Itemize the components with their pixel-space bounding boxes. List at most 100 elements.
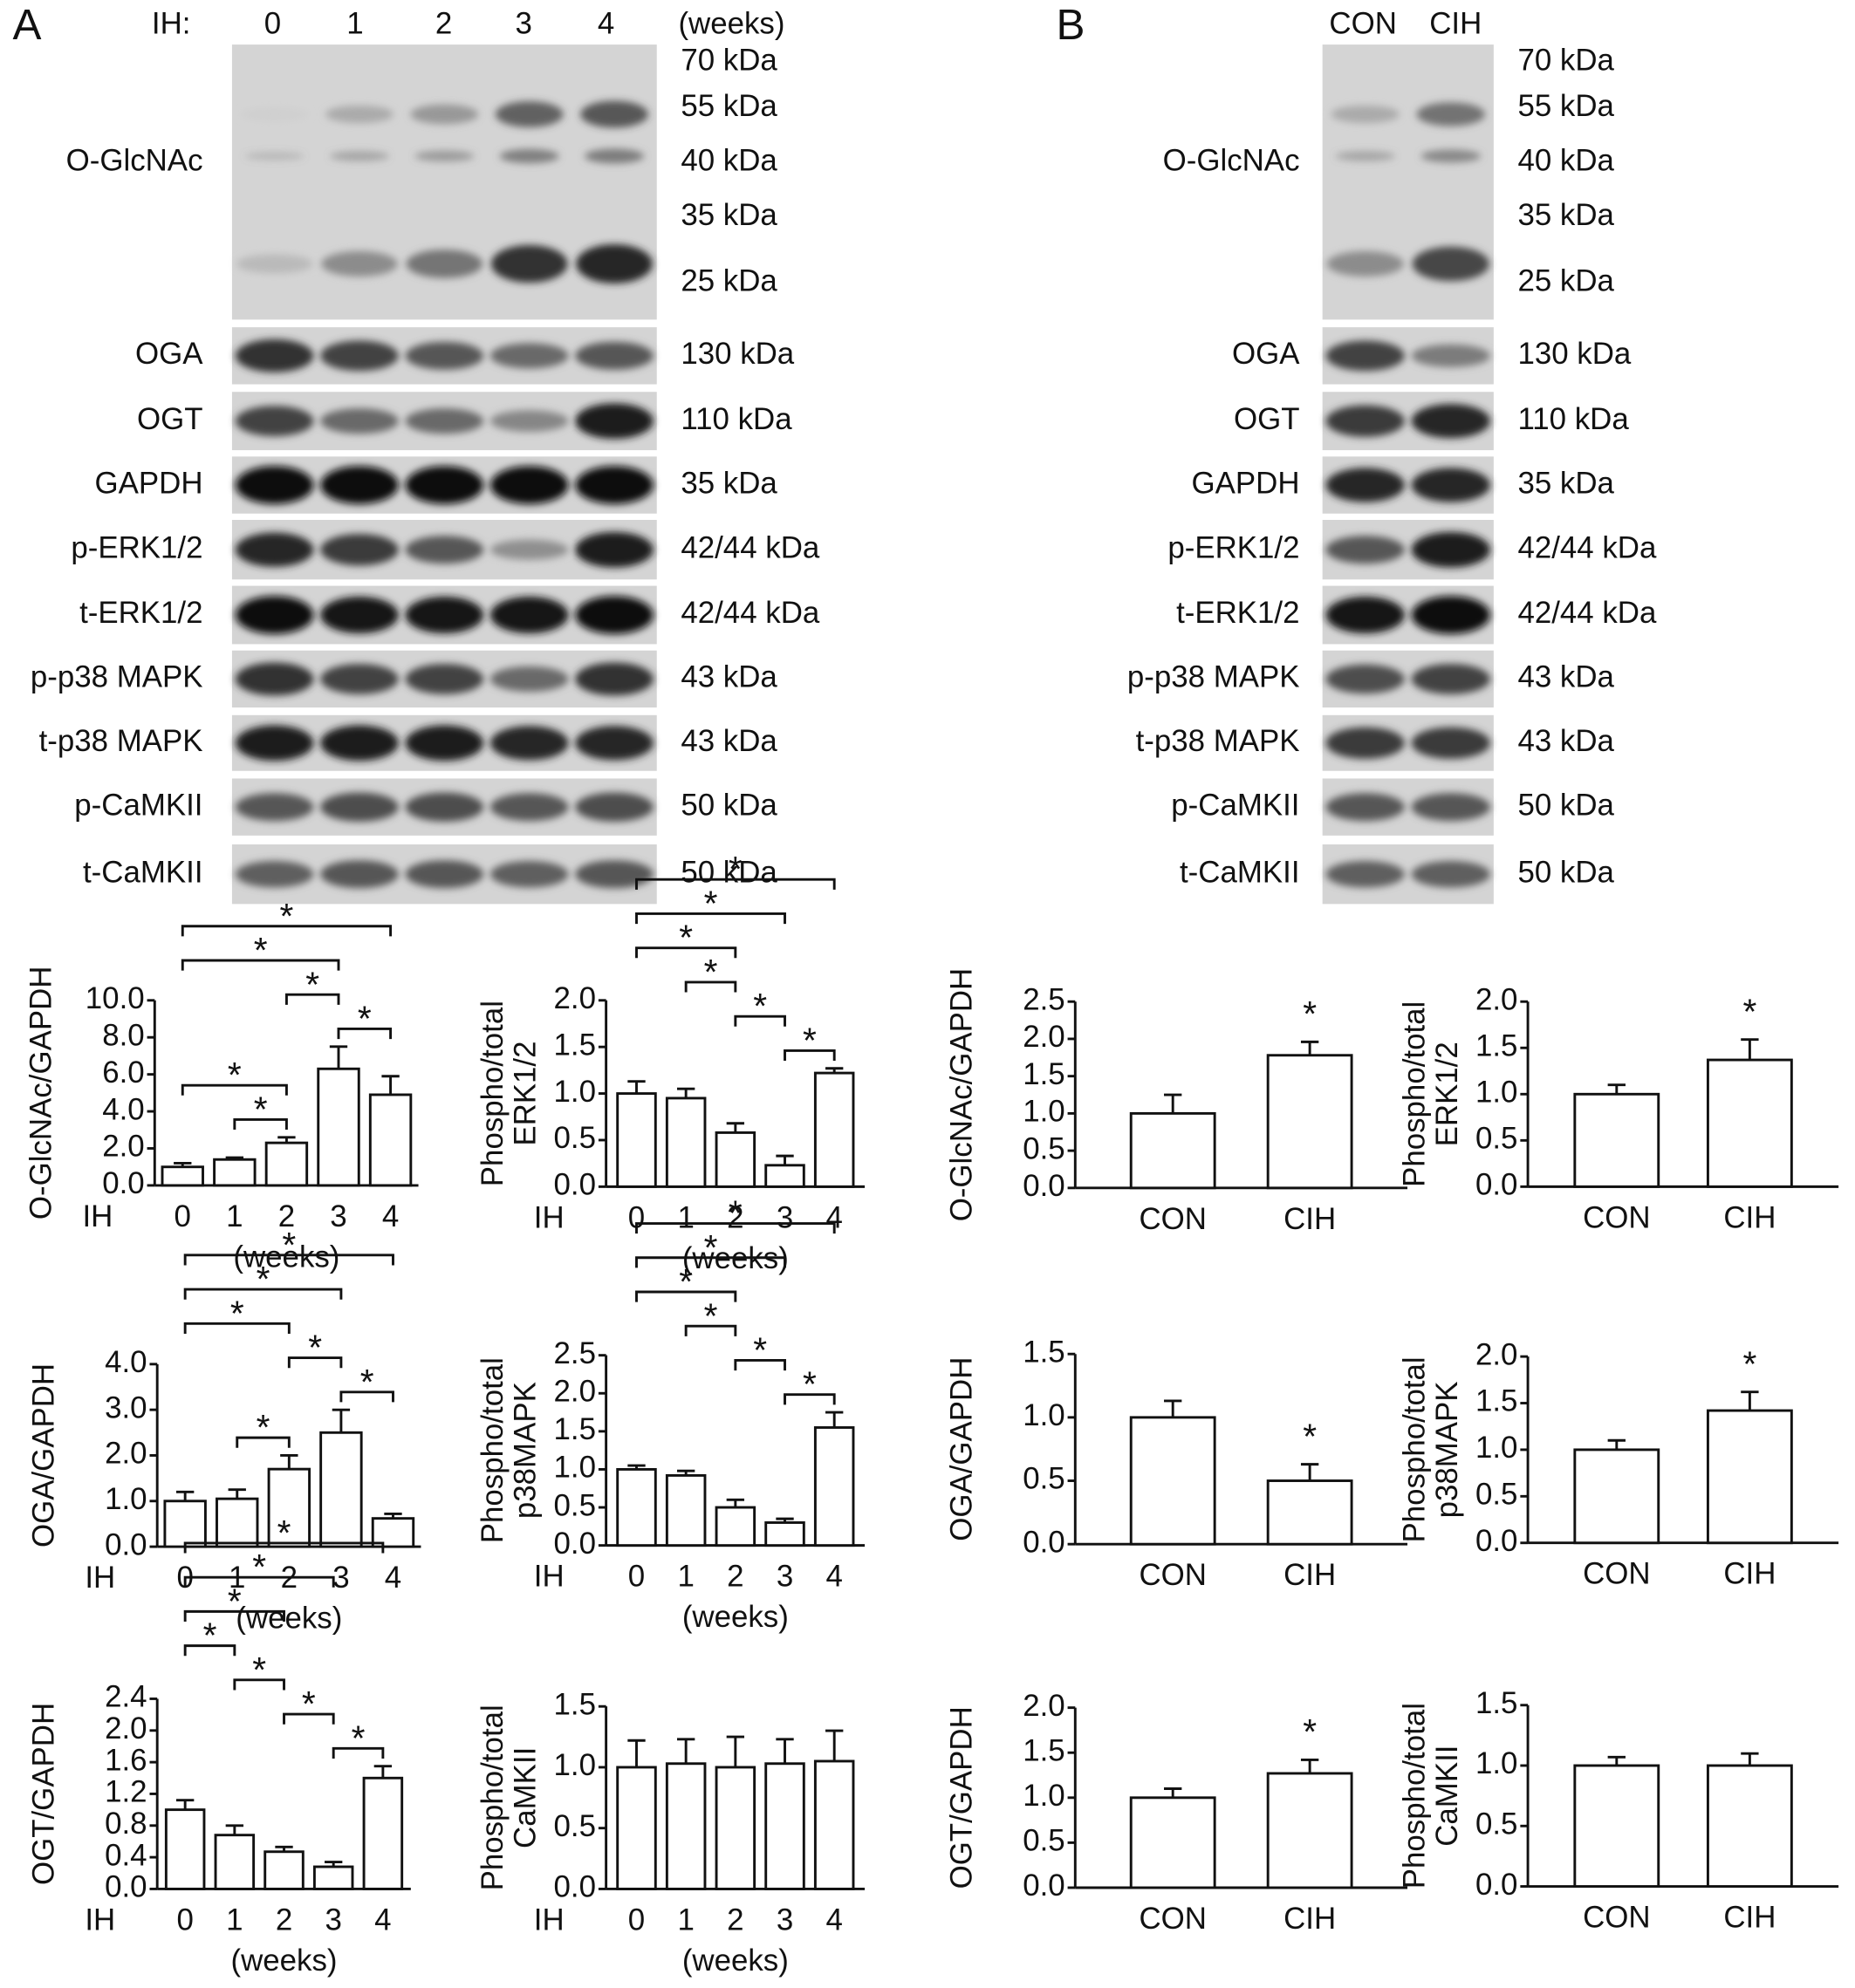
x-axis-label: (weeks) <box>682 1944 789 1978</box>
y-tick-label: 2.0 <box>105 1711 147 1745</box>
band <box>320 340 399 372</box>
error-bar <box>175 1799 195 1810</box>
band <box>1325 596 1405 634</box>
bar <box>1573 1092 1660 1188</box>
significance-star: * <box>254 1089 268 1129</box>
band <box>1411 860 1490 888</box>
kda-label: 42/44 kDa <box>1517 530 1657 564</box>
kda-label: 42/44 kDa <box>1517 596 1657 630</box>
error-bar <box>1164 1787 1182 1798</box>
band <box>405 536 484 564</box>
significance-bracket <box>183 1609 285 1623</box>
x-tick-label: 0 <box>175 1199 191 1233</box>
lane-label: CON <box>1329 6 1396 40</box>
y-tick-label: 0.0 <box>1475 1524 1517 1558</box>
marker-label: 40 kDa <box>1517 143 1614 177</box>
significance-bracket <box>684 1324 737 1336</box>
blot-bands <box>1325 468 1490 502</box>
significance-bracket <box>283 1712 335 1725</box>
lane-unit: (weeks) <box>678 6 784 40</box>
band <box>1335 151 1396 161</box>
band <box>405 596 484 634</box>
y-axis-label: OGA/GAPDH <box>27 1363 61 1547</box>
y-tick-label: 1.0 <box>554 1075 596 1109</box>
y-tick-label: 1.0 <box>1475 1431 1517 1465</box>
bar <box>264 1141 309 1187</box>
x-tick-label: CIH <box>1283 1902 1336 1936</box>
y-tick-label: 0.0 <box>102 1166 144 1200</box>
y-tick-label: 6.0 <box>102 1055 144 1090</box>
y-axis-label: O-GlcNAc/GAPDH <box>24 967 58 1220</box>
bar <box>264 1850 305 1890</box>
band <box>1411 404 1490 439</box>
x-tick-label: 3 <box>777 1560 793 1594</box>
band <box>1412 246 1489 282</box>
error-bar <box>325 1861 343 1868</box>
y-tick-label: 1.0 <box>105 1482 147 1516</box>
band <box>580 100 649 128</box>
row-label: O-GlcNAc <box>66 143 203 177</box>
y-tick-label: 0.5 <box>554 1121 596 1155</box>
y-axis-label: OGT/GAPDH <box>945 1706 979 1889</box>
y-tick-label: 0.0 <box>554 1870 596 1904</box>
bar <box>1129 1416 1216 1546</box>
row-label: p-p38 MAPK <box>1127 660 1300 694</box>
y-tick-label: 1.5 <box>1475 1028 1517 1062</box>
band <box>405 341 484 370</box>
bar <box>813 1759 855 1890</box>
bar <box>317 1067 360 1187</box>
significance-bracket <box>339 1390 394 1403</box>
x-tick-label: CON <box>1139 1558 1206 1592</box>
y-tick-label: 1.0 <box>1475 1746 1517 1780</box>
bar <box>1573 1448 1660 1545</box>
kda-label: 50 kDa <box>1517 788 1614 822</box>
error-bar <box>726 1122 745 1133</box>
y-axis-label: CaMKII <box>1430 1745 1464 1847</box>
band <box>410 104 479 125</box>
error-bar <box>676 1087 695 1098</box>
error-bar <box>1300 1040 1319 1055</box>
error-bar <box>277 1136 296 1144</box>
band <box>490 244 568 283</box>
significance-star: * <box>1742 991 1756 1031</box>
significance-bracket <box>183 1644 236 1657</box>
row-label: t-ERK1/2 <box>1176 596 1299 630</box>
kda-label: 35 kDa <box>1517 466 1614 500</box>
significance-bracket <box>287 1356 343 1369</box>
bar <box>665 1096 707 1188</box>
y-tick-label: 0.0 <box>554 1527 596 1561</box>
bar <box>813 1426 855 1547</box>
band <box>1411 663 1490 694</box>
band <box>320 596 399 634</box>
bar <box>319 1431 363 1548</box>
x-tick-label: 3 <box>325 1903 341 1937</box>
blot-bands <box>235 725 654 762</box>
band <box>321 250 398 277</box>
x-tick-label: 4 <box>825 1200 842 1234</box>
x-tick-label: 0 <box>176 1903 193 1937</box>
band <box>489 343 569 369</box>
error-bar <box>1741 1038 1759 1061</box>
y-tick-label: 1.6 <box>105 1743 147 1777</box>
bar <box>267 1467 311 1548</box>
marker-label: 35 kDa <box>681 198 777 232</box>
x-tick-label: CON <box>1583 1557 1650 1591</box>
error-bar <box>825 1067 844 1074</box>
bar <box>1129 1796 1216 1889</box>
x-tick-label: CON <box>1139 1202 1206 1236</box>
row-label: t-CaMKII <box>83 855 203 889</box>
error-bar <box>384 1512 402 1519</box>
bar <box>616 1092 657 1188</box>
blot-bands <box>1325 531 1490 568</box>
kda-label: 110 kDa <box>1517 402 1629 436</box>
error-bar <box>373 1765 393 1779</box>
y-axis-label: Phospho/total <box>1397 1356 1431 1542</box>
y-tick-label: 2.0 <box>1023 1689 1064 1723</box>
x-tick-label: 2 <box>727 1560 743 1594</box>
band <box>1416 102 1486 126</box>
band <box>575 341 654 370</box>
row-label: p-p38 MAPK <box>31 660 203 694</box>
significance-star: * <box>228 1055 242 1095</box>
error-bar <box>1607 1438 1626 1450</box>
y-tick-label: 2.0 <box>105 1437 147 1471</box>
